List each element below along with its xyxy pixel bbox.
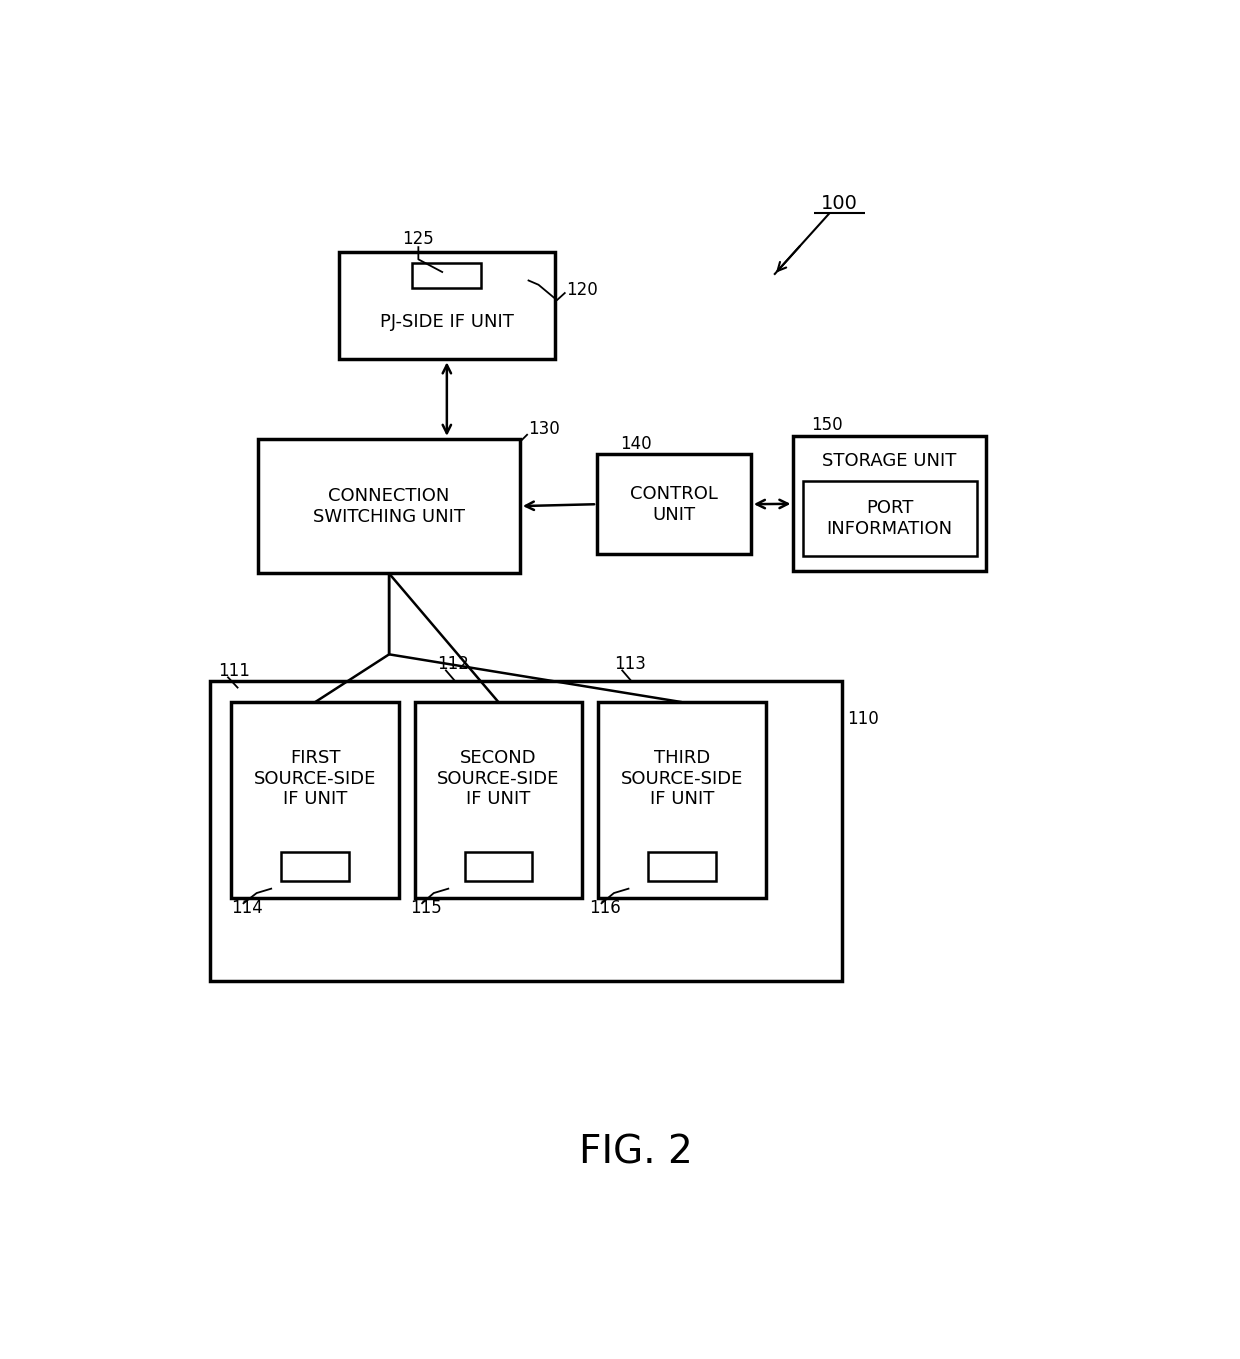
Text: 130: 130 <box>528 420 559 438</box>
Bar <box>598 703 765 898</box>
Text: FIG. 2: FIG. 2 <box>579 1133 692 1171</box>
Text: PJ-SIDE IF UNIT: PJ-SIDE IF UNIT <box>379 314 513 332</box>
Bar <box>802 481 977 556</box>
Text: THIRD
SOURCE-SIDE
IF UNIT: THIRD SOURCE-SIDE IF UNIT <box>620 749 743 809</box>
Text: 113: 113 <box>614 655 646 673</box>
Bar <box>281 852 350 882</box>
Text: 150: 150 <box>811 416 843 434</box>
Bar <box>794 436 986 571</box>
Text: FIRST
SOURCE-SIDE
IF UNIT: FIRST SOURCE-SIDE IF UNIT <box>254 749 377 809</box>
Text: 111: 111 <box>218 662 250 681</box>
Text: 100: 100 <box>821 193 858 212</box>
Text: 115: 115 <box>410 900 441 917</box>
Bar <box>414 703 583 898</box>
Bar <box>412 264 481 288</box>
Text: 110: 110 <box>847 709 879 728</box>
Text: SECOND
SOURCE-SIDE
IF UNIT: SECOND SOURCE-SIDE IF UNIT <box>438 749 559 809</box>
Bar <box>211 681 842 981</box>
Bar <box>596 454 751 554</box>
Text: CONNECTION
SWITCHING UNIT: CONNECTION SWITCHING UNIT <box>312 487 465 526</box>
Text: CONTROL
UNIT: CONTROL UNIT <box>630 485 718 523</box>
Bar <box>231 703 399 898</box>
Bar <box>258 439 520 573</box>
Text: 120: 120 <box>567 281 598 299</box>
Text: PORT
INFORMATION: PORT INFORMATION <box>827 499 952 538</box>
Bar <box>647 852 715 882</box>
Text: 112: 112 <box>436 655 469 673</box>
Text: STORAGE UNIT: STORAGE UNIT <box>822 453 957 470</box>
Bar <box>465 852 532 882</box>
Text: 114: 114 <box>231 900 263 917</box>
Text: 140: 140 <box>620 435 652 453</box>
Text: 125: 125 <box>403 230 434 247</box>
Text: 116: 116 <box>589 900 621 917</box>
Bar <box>339 251 554 359</box>
